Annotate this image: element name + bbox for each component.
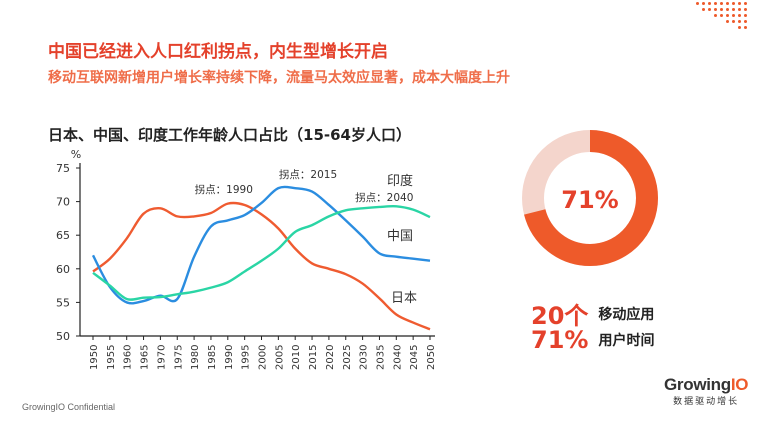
decorative-dot (702, 2, 705, 5)
decorative-dot (726, 8, 729, 11)
y-tick-label: 75 (56, 162, 70, 175)
decorative-dot (708, 8, 711, 11)
slide-title: 中国已经进入人口红利拐点，内生型增长开启 (48, 42, 388, 62)
x-tick-label: 2040 (392, 345, 403, 370)
x-tick-label: 1970 (156, 345, 167, 370)
x-tick-label: 2015 (308, 345, 319, 370)
donut-percent-label: 71% (561, 186, 619, 214)
x-tick-label: 2000 (258, 345, 269, 370)
turning-point-annotation: 拐点：2015 (279, 168, 337, 181)
slide-subtitle: 移动互联网新增用户增长率持续下降，流量马太效应显著，成本大幅度上升 (48, 70, 510, 86)
stat-number: 71% (531, 326, 589, 354)
decorative-dot (738, 2, 741, 5)
decorative-dot (696, 2, 699, 5)
decorative-dot (714, 2, 717, 5)
decorative-dot (744, 2, 747, 5)
donut-arc (522, 130, 658, 266)
logo-tagline: 数据驱动增长 (673, 397, 740, 407)
chart-title: 日本、中国、印度工作年龄人口占比（15-64岁人口） (48, 126, 411, 144)
confidential-footer: GrowingIO Confidential (22, 402, 116, 412)
decorative-dot (720, 8, 723, 11)
stat-number: 20个 (531, 302, 589, 330)
decorative-dot (702, 8, 705, 11)
decorative-dot (732, 8, 735, 11)
y-tick-label: 65 (56, 229, 70, 242)
y-tick-label: 50 (56, 330, 70, 343)
series-label: 日本 (391, 291, 417, 306)
decorative-dot (714, 8, 717, 11)
decorative-dot (720, 2, 723, 5)
y-tick-label: 55 (56, 296, 70, 309)
x-tick-label: 1990 (224, 345, 235, 370)
x-tick-label: 1985 (207, 345, 218, 370)
x-tick-label: 1955 (106, 345, 117, 370)
x-tick-label: 2010 (291, 345, 302, 370)
decorative-dot (738, 14, 741, 17)
decorative-dot (738, 8, 741, 11)
series-line-印度 (92, 204, 431, 301)
decorative-dot (714, 14, 717, 17)
stat-time: 71% 用户时间 (531, 326, 654, 354)
x-tick-label: 1980 (190, 345, 201, 370)
x-tick-label: 2020 (325, 345, 336, 370)
series-label: 中国 (387, 229, 413, 244)
x-tick-label: 2030 (359, 345, 370, 370)
x-tick-label: 2045 (409, 345, 420, 370)
donut-chart (522, 130, 658, 266)
series-line-日本 (92, 201, 431, 331)
x-tick-label: 1965 (140, 345, 151, 370)
decorative-dot (744, 8, 747, 11)
decorative-dot (732, 20, 735, 23)
y-tick-label: 60 (56, 263, 70, 276)
decorative-dot (738, 20, 741, 23)
decorative-dot (726, 14, 729, 17)
x-tick-label: 2050 (426, 345, 437, 370)
line-chart: 50 55 60 65 70 75% 1950 1955 1960 1965 1970 1975 198… (56, 148, 437, 370)
decorative-dot (726, 2, 729, 5)
decorative-dot (738, 26, 741, 29)
series-line-中国 (91, 185, 431, 305)
x-tick-label: 2005 (274, 345, 285, 370)
stat-apps: 20个 移动应用 (531, 296, 654, 331)
x-tick-label: 1950 (89, 345, 100, 370)
stat-label: 用户时间 (598, 333, 655, 349)
decorative-dot (726, 20, 729, 23)
decorative-dot (732, 2, 735, 5)
decorative-dot (732, 14, 735, 17)
decorative-dot (744, 20, 747, 23)
decorative-dot-grid (696, 2, 752, 36)
decorative-dot (744, 14, 747, 17)
decorative-dot (720, 14, 723, 17)
decorative-dot (708, 2, 711, 5)
x-tick-label: 2035 (375, 345, 386, 370)
logo-wordmark: GrowingIO (664, 375, 749, 394)
stat-label: 移动应用 (598, 306, 655, 323)
x-tick-label: 1975 (173, 345, 184, 370)
x-tick-label: 1960 (123, 345, 134, 370)
y-axis-unit: % (71, 148, 81, 161)
decorative-dot (744, 26, 747, 29)
series-label: 印度 (387, 173, 413, 189)
turning-point-annotation: 拐点：2040 (355, 191, 413, 204)
turning-point-annotation: 拐点：1990 (195, 183, 253, 196)
growingio-logo: GrowingIO 数据驱动增长 (664, 375, 749, 407)
x-tick-label: 1995 (241, 345, 252, 370)
y-tick-label: 70 (56, 196, 70, 209)
x-tick-label: 2025 (342, 345, 353, 370)
